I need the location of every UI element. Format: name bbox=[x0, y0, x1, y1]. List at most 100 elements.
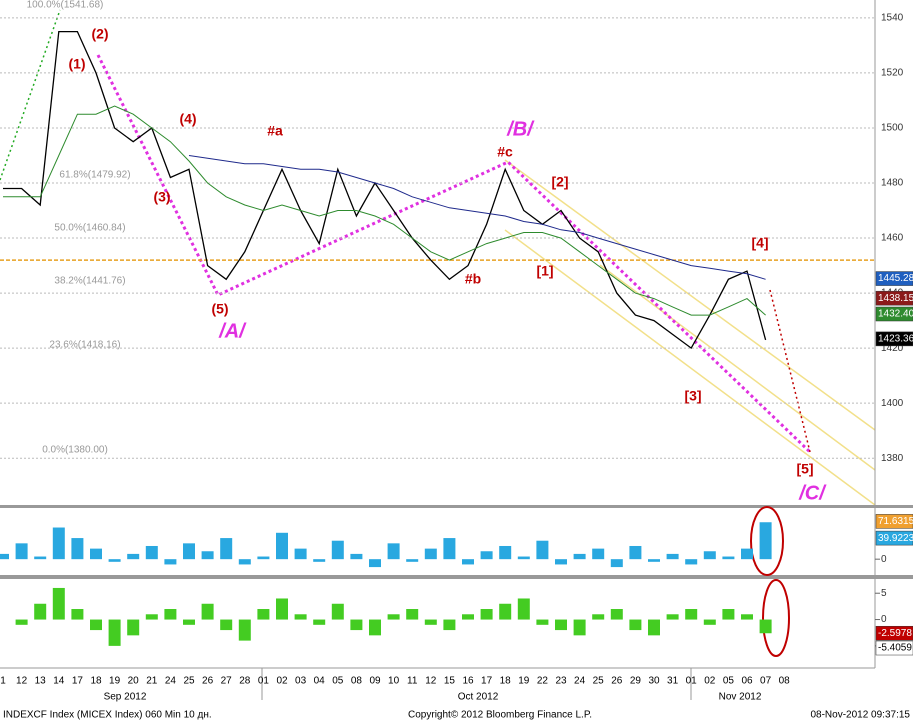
bar bbox=[592, 548, 605, 560]
bar bbox=[629, 619, 642, 631]
x-tick-label: 24 bbox=[574, 676, 586, 687]
footer-center: Copyright© 2012 Bloomberg Finance L.P. bbox=[408, 710, 592, 721]
y-tick-label: 1520 bbox=[881, 68, 904, 79]
bar bbox=[741, 614, 753, 620]
bar bbox=[629, 545, 642, 560]
month-label: Nov 2012 bbox=[719, 692, 762, 703]
x-tick-label: 31 bbox=[667, 676, 679, 687]
bar bbox=[480, 609, 493, 620]
wave-label: /C/ bbox=[798, 482, 827, 504]
bar bbox=[71, 538, 84, 560]
x-tick-label: 28 bbox=[239, 676, 251, 687]
y-tick-label: 1540 bbox=[881, 13, 904, 24]
price-line bbox=[3, 30, 767, 350]
fib-label: 0.0%(1380.00) bbox=[42, 445, 108, 456]
bar bbox=[443, 538, 456, 560]
x-tick-label: 08 bbox=[351, 676, 363, 687]
y-tick-label: 1460 bbox=[881, 233, 904, 244]
bar bbox=[164, 609, 177, 620]
fib-label: 61.8%(1479.92) bbox=[59, 170, 130, 181]
bar bbox=[15, 543, 28, 560]
bar bbox=[276, 532, 288, 560]
last-value-box bbox=[875, 640, 913, 656]
last-value-label: 1445.28 bbox=[878, 273, 913, 284]
last-value-label: -2.5978 bbox=[878, 628, 912, 639]
channel bbox=[0, 9, 876, 506]
wave-line bbox=[96, 54, 812, 454]
wave-line bbox=[0, 9, 61, 181]
last-value-box bbox=[875, 331, 913, 347]
bar bbox=[313, 619, 326, 625]
bar bbox=[276, 598, 288, 620]
y-tick-label: 5 bbox=[881, 588, 887, 599]
bar bbox=[499, 603, 512, 620]
wave-label: #b bbox=[465, 271, 481, 287]
bar bbox=[536, 540, 549, 560]
x-tick-label: 11 bbox=[407, 676, 418, 687]
channel-line bbox=[504, 229, 876, 506]
x-tick-label: 08 bbox=[779, 676, 791, 687]
bar bbox=[90, 548, 102, 560]
bar bbox=[759, 522, 772, 560]
panel-divider bbox=[0, 505, 913, 508]
x-tick-label: 23 bbox=[555, 676, 567, 687]
x-tick-label: 12 bbox=[425, 676, 437, 687]
last-value-box bbox=[875, 271, 913, 286]
bar bbox=[573, 553, 586, 560]
bar bbox=[592, 614, 605, 620]
x-tick-label: 14 bbox=[53, 676, 65, 687]
y-tick-label: 1420 bbox=[881, 343, 904, 354]
last-value-label: 1432.40 bbox=[878, 309, 913, 320]
x-tick-label: 26 bbox=[202, 676, 214, 687]
x-tick-label: 01 bbox=[258, 676, 270, 687]
y-tick-label: 1480 bbox=[881, 178, 904, 189]
bar bbox=[257, 556, 270, 560]
bar bbox=[424, 619, 437, 625]
bar bbox=[703, 551, 716, 560]
panel-divider bbox=[0, 575, 913, 579]
bar bbox=[369, 559, 381, 568]
bar bbox=[238, 619, 251, 641]
bar bbox=[685, 609, 698, 620]
bar bbox=[462, 614, 474, 620]
bar bbox=[108, 559, 121, 562]
bar bbox=[71, 609, 84, 620]
fib-label: 50.0%(1460.84) bbox=[54, 223, 125, 234]
bar bbox=[331, 603, 344, 620]
x-tick-label: 05 bbox=[332, 676, 344, 687]
bar bbox=[127, 553, 140, 560]
fib-label: 23.6%(1418.16) bbox=[49, 340, 120, 351]
bar bbox=[164, 559, 177, 565]
x-tick-label: 17 bbox=[72, 676, 84, 687]
x-tick-label: 01 bbox=[686, 676, 698, 687]
month-label: Sep 2012 bbox=[104, 692, 147, 703]
wave-label: /A/ bbox=[218, 320, 247, 342]
bar bbox=[238, 559, 251, 565]
x-tick-label: 17 bbox=[481, 676, 493, 687]
bar bbox=[424, 548, 437, 560]
x-tick-label: 25 bbox=[593, 676, 605, 687]
last-value-label: 1438.15 bbox=[878, 293, 913, 304]
bar bbox=[759, 619, 772, 634]
x-tick-label: 27 bbox=[221, 676, 233, 687]
bar bbox=[703, 619, 716, 625]
x-tick-label: 04 bbox=[314, 676, 326, 687]
last-value-box bbox=[875, 514, 913, 529]
y-tick-label: 1380 bbox=[881, 453, 904, 464]
bar bbox=[517, 556, 530, 560]
bar bbox=[666, 553, 679, 560]
bar bbox=[0, 553, 9, 560]
y-tick-label: 0 bbox=[881, 614, 887, 625]
last-value-box bbox=[875, 290, 913, 306]
wave-label: (5) bbox=[211, 301, 228, 317]
x-tick-label: 26 bbox=[611, 676, 623, 687]
wave-label: (2) bbox=[91, 26, 108, 42]
x-tick-label: 10 bbox=[388, 676, 400, 687]
bar bbox=[369, 619, 381, 636]
bar bbox=[406, 609, 419, 620]
wave-label: (4) bbox=[179, 111, 196, 127]
x-tick-label: 09 bbox=[369, 676, 381, 687]
bar bbox=[480, 551, 493, 560]
